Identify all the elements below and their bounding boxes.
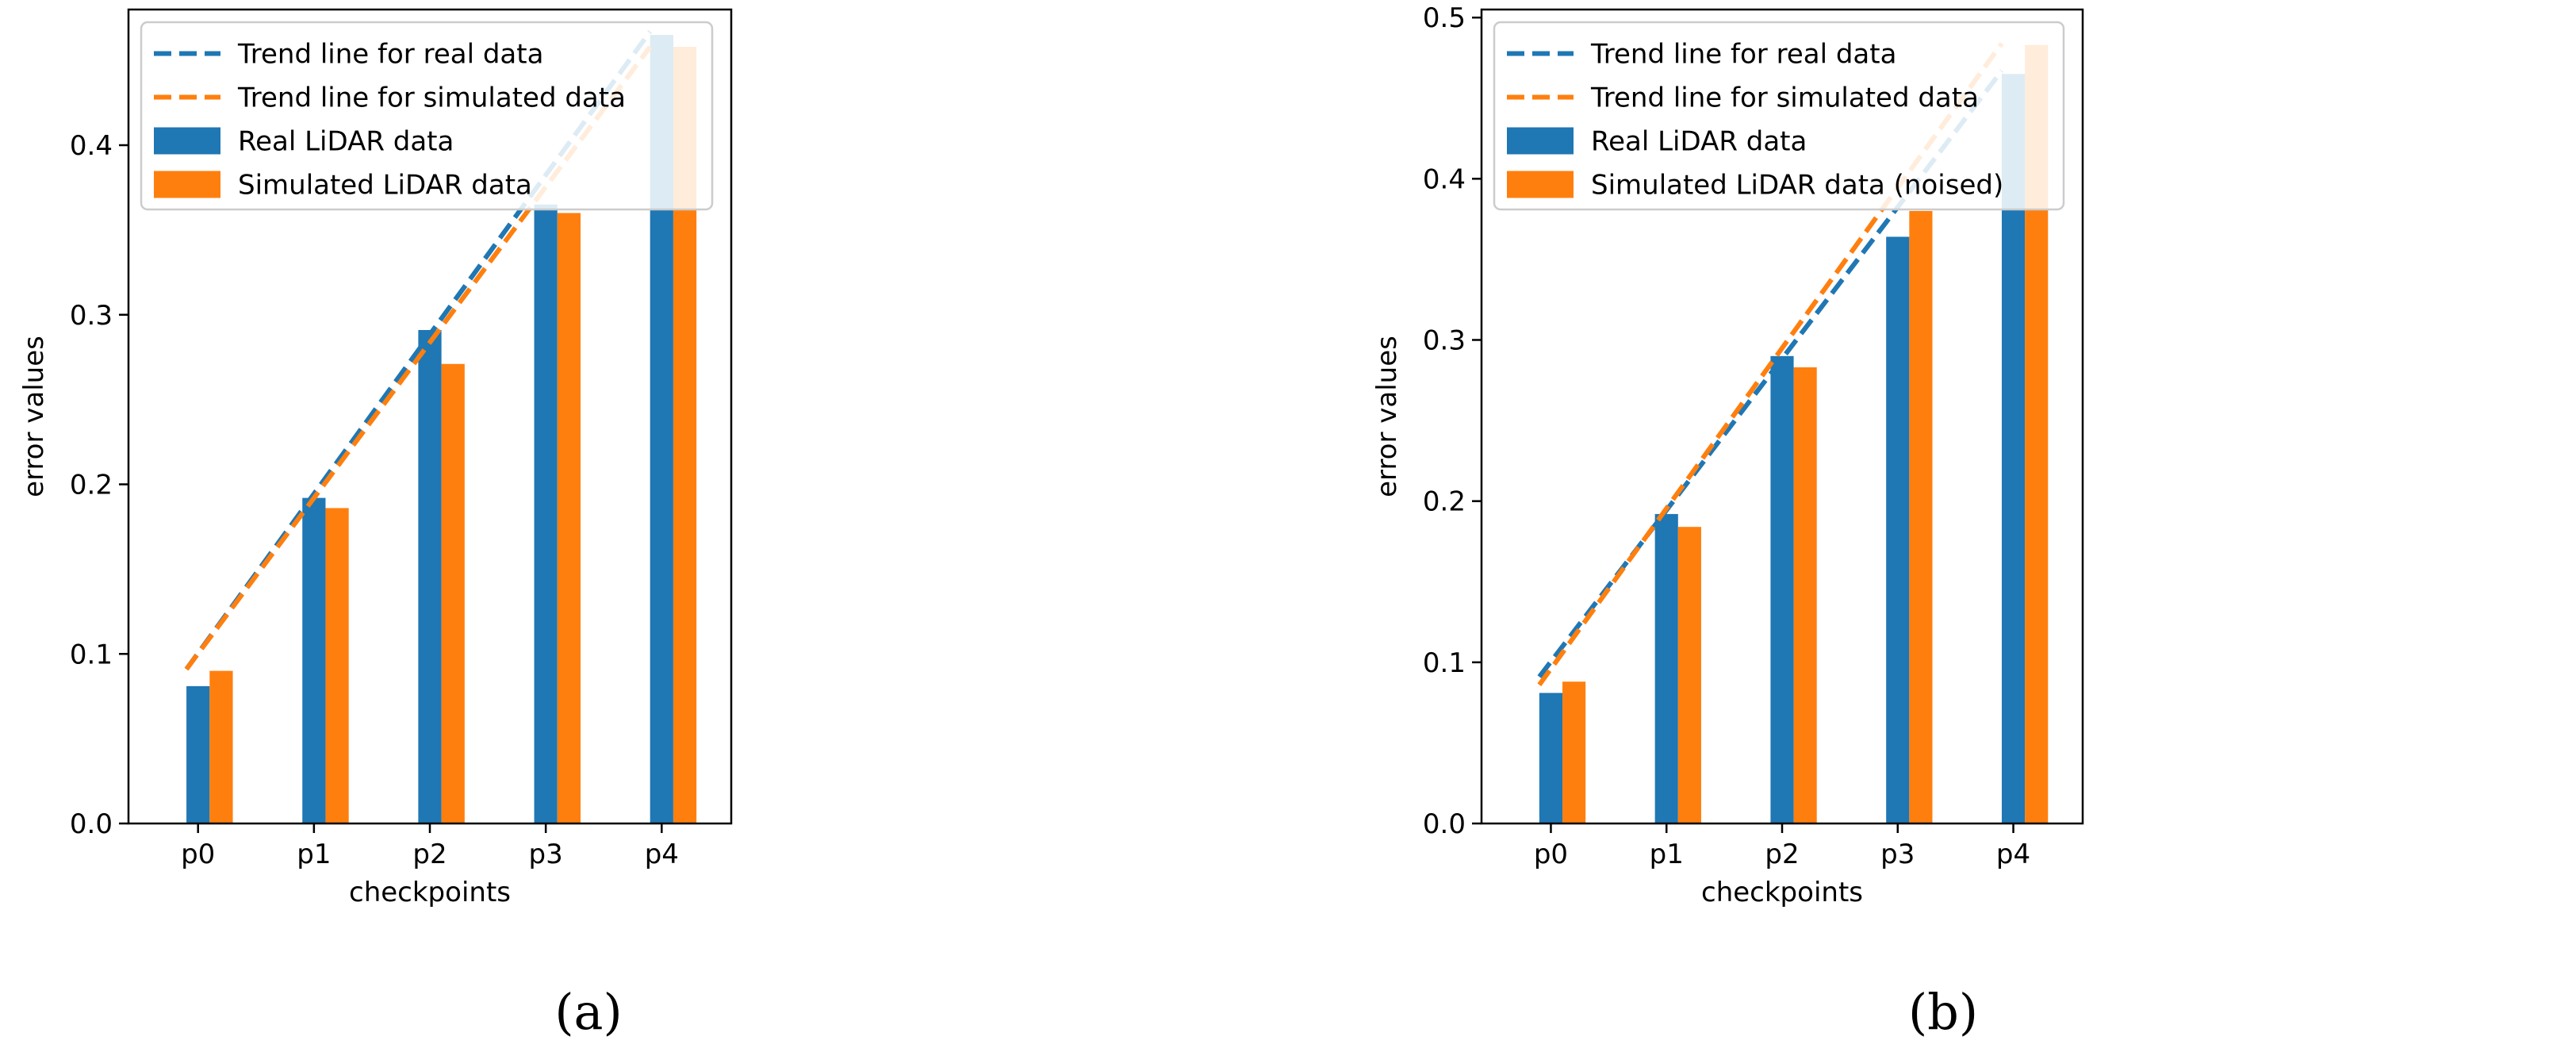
y-tick-label: 0.1 (70, 639, 113, 670)
legend-label-trend-simulated: Trend line for simulated data (1590, 83, 1979, 114)
legend-swatch-real-bars (1507, 127, 1574, 155)
x-tick-label: p3 (1880, 839, 1915, 870)
bar-real-lidar-data-p0 (186, 685, 210, 823)
bar-simulated-lidar-data-noised--p0 (1562, 681, 1586, 823)
bar-simulated-lidar-data-noised--p2 (1793, 367, 1817, 823)
legend-label-real-bars: Real LiDAR data (238, 126, 454, 158)
bar-simulated-lidar-data-p1 (325, 508, 349, 823)
legend-box (140, 21, 714, 211)
legend-swatch-simulated-bars (1507, 171, 1574, 198)
y-axis-label: error values (18, 336, 50, 497)
x-tick-label: p4 (645, 839, 679, 870)
x-tick-label: p2 (1765, 839, 1799, 870)
y-tick-label: 0.3 (1423, 324, 1466, 356)
x-tick-label: p2 (412, 839, 447, 870)
y-tick-label: 0.0 (1423, 808, 1466, 840)
x-tick-label: p1 (297, 839, 331, 870)
bar-real-lidar-data-p0 (1539, 693, 1563, 823)
y-tick-label: 0.2 (1423, 486, 1466, 518)
x-tick-label: p0 (1534, 839, 1568, 870)
chart-a: 0.0 0.1 0.2 0.3 0.4 p0 p1 p2 p3 p4 checkpoints erro… (18, 8, 733, 1041)
bar-simulated-lidar-data-p3 (557, 213, 581, 823)
subfigure-caption: (a) (554, 983, 622, 1041)
x-tick-label: p0 (181, 839, 215, 870)
y-tick-label: 0.4 (1423, 163, 1466, 195)
bar-real-lidar-data-p1 (302, 497, 326, 823)
legend-label-simulated-bars: Simulated LiDAR data (238, 170, 532, 202)
y-tick-label: 0.3 (70, 300, 113, 332)
trend-line-simulated (1537, 41, 2004, 687)
y-axis-label: error values (1371, 336, 1403, 497)
x-axis-label: checkpoints (349, 877, 511, 908)
x-tick-label: p3 (529, 839, 563, 870)
subfigure-caption: (b) (1908, 983, 1978, 1041)
legend-swatch-real-bars (154, 127, 220, 155)
x-axis-label: checkpoints (1701, 877, 1863, 908)
legend: Trend line for real data Trend line for s… (1493, 21, 2065, 211)
legend-label-trend-real: Trend line for real data (1590, 39, 1896, 71)
bar-real-lidar-data-p2 (1770, 355, 1794, 823)
bar-simulated-lidar-data-noised--p3 (1909, 210, 1933, 823)
x-tick-label: p1 (1650, 839, 1684, 870)
bar-simulated-lidar-data-noised--p1 (1677, 527, 1701, 823)
y-tick-label: 0.2 (70, 470, 113, 501)
legend-label-trend-simulated: Trend line for simulated data (237, 83, 626, 114)
legend-box (1493, 21, 2065, 211)
x-tick-label: p4 (1996, 839, 2030, 870)
chart-b: 0.0 0.1 0.2 0.3 0.4 0.5 p0 p1 p2 p3 p4 checkpoints e… (1371, 2, 2084, 1041)
legend-label-simulated-bars: Simulated LiDAR data (noised) (1591, 170, 2003, 202)
y-tick-label: 0.5 (1423, 2, 1466, 34)
legend: Trend line for real data Trend line for s… (140, 21, 714, 211)
y-tick-label: 0.4 (70, 130, 113, 162)
bar-real-lidar-data-p3 (1886, 236, 1910, 824)
y-tick-label: 0.0 (70, 808, 113, 840)
legend-swatch-simulated-bars (154, 171, 220, 198)
bar-real-lidar-data-p1 (1654, 513, 1678, 823)
legend-label-trend-real: Trend line for real data (237, 39, 543, 71)
bar-real-lidar-data-p3 (534, 204, 558, 823)
y-tick-label: 0.1 (1423, 647, 1466, 679)
bar-simulated-lidar-data-p0 (209, 670, 233, 823)
legend-label-real-bars: Real LiDAR data (1591, 126, 1807, 158)
bar-real-lidar-data-p2 (418, 329, 442, 823)
bar-simulated-lidar-data-p2 (441, 363, 465, 823)
